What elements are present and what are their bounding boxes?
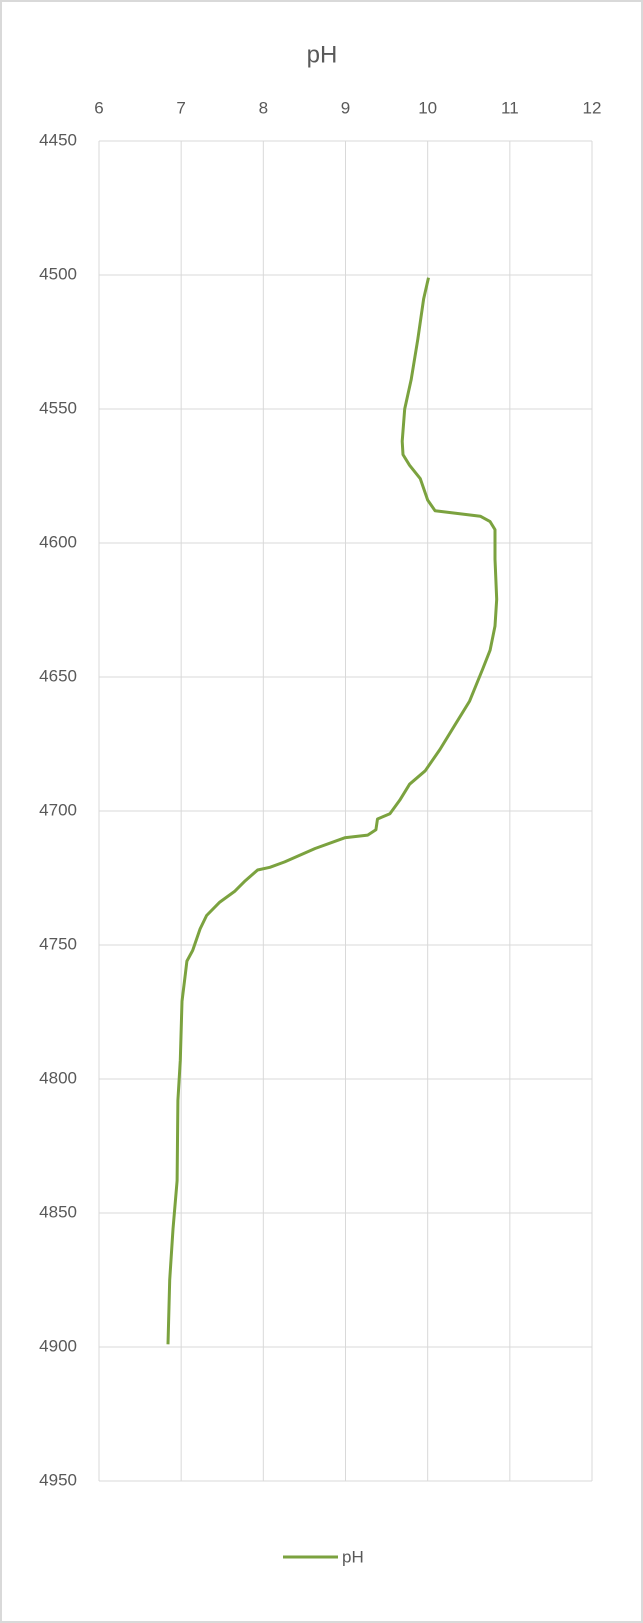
- x-tick-label: 11: [501, 98, 519, 117]
- y-tick-label: 4950: [39, 1470, 77, 1489]
- y-tick-label: 4650: [39, 666, 77, 685]
- x-tick-label: 9: [341, 98, 350, 117]
- legend-label: pH: [342, 1547, 364, 1566]
- y-tick-label: 4700: [39, 800, 77, 819]
- x-tick-label: 10: [418, 98, 437, 117]
- chart-title: pH: [307, 41, 338, 68]
- x-tick-label: 8: [259, 98, 268, 117]
- y-tick-label: 4900: [39, 1336, 77, 1355]
- y-tick-label: 4600: [39, 532, 77, 551]
- x-tick-label: 7: [176, 98, 185, 117]
- y-tick-label: 4550: [39, 398, 77, 417]
- y-tick-label: 4500: [39, 264, 77, 283]
- y-tick-label: 4750: [39, 934, 77, 953]
- y-tick-label: 4850: [39, 1202, 77, 1221]
- data-line: [166, 277, 499, 1345]
- y-tick-label: 4450: [39, 130, 77, 149]
- y-tick-label: 4800: [39, 1068, 77, 1087]
- x-tick-label: 6: [94, 98, 103, 117]
- x-tick-label: 12: [583, 98, 602, 117]
